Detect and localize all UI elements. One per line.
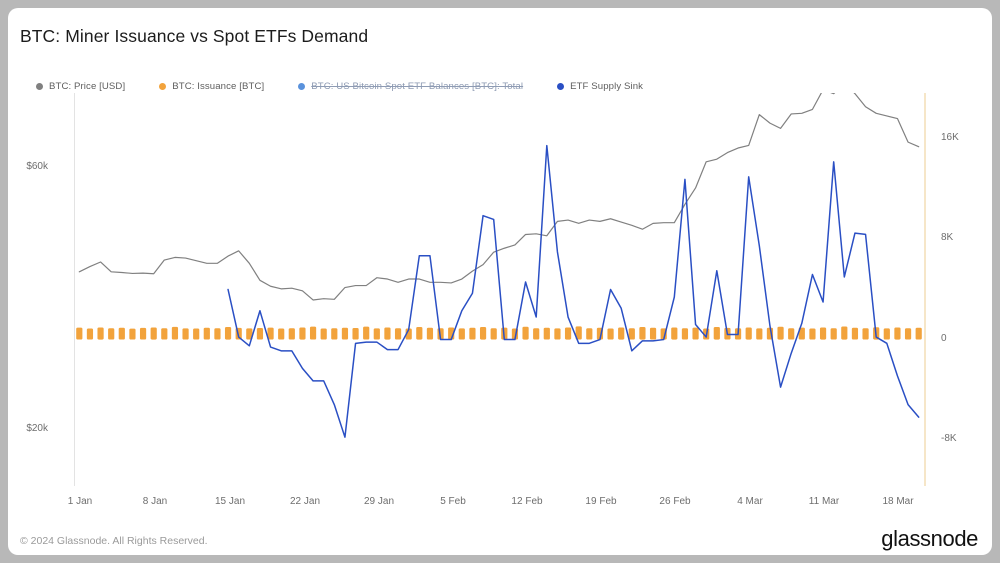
legend-swatch-icon <box>159 82 167 90</box>
legend-item-2[interactable]: BTC: US Bitcoin Spot ETF Balances [BTC]:… <box>298 81 523 92</box>
legend-swatch-icon <box>557 82 565 90</box>
plot-area[interactable] <box>74 93 924 486</box>
legend-label: BTC: Issuance [BTC] <box>172 80 265 92</box>
x-tick-5: 5 Feb <box>440 496 466 507</box>
x-tick-8: 26 Feb <box>659 496 691 507</box>
legend-item-3[interactable]: ETF Supply Sink <box>557 81 643 92</box>
chart-card: BTC: Miner Issuance vs Spot ETFs Demand … <box>8 8 992 555</box>
price-line <box>78 93 920 301</box>
y-axis-left-line <box>74 93 75 486</box>
x-tick-3: 22 Jan <box>289 496 321 507</box>
legend-swatch-icon <box>36 82 43 90</box>
chart-svg <box>76 93 922 438</box>
x-tick-7: 19 Feb <box>585 496 617 507</box>
page-title: BTC: Miner Issuance vs Spot ETFs Demand <box>20 26 369 46</box>
glassnode-logo: glassnode <box>881 526 978 551</box>
legend-label: BTC: US Bitcoin Spot ETF Balances [BTC]:… <box>311 80 524 92</box>
x-tick-9: 4 Mar <box>737 496 763 507</box>
x-tick-10: 11 Mar <box>808 496 840 507</box>
issuance-bars <box>76 326 922 340</box>
copyright-text: © 2024 Glassnode. All Rights Reserved. <box>20 535 208 547</box>
x-tick-11: 18 Mar <box>882 496 914 507</box>
x-tick-1: 8 Jan <box>142 496 168 507</box>
legend-swatch-icon <box>298 82 306 90</box>
etf-supply-sink-line <box>227 144 920 438</box>
y-left-tick-1: $20k <box>26 423 48 435</box>
y-right-tick-1: 8K <box>941 232 954 244</box>
legend-item-1[interactable]: BTC: Issuance [BTC] <box>159 81 264 92</box>
y-axis-right-line <box>924 93 926 486</box>
legend-label: BTC: Price [USD] <box>49 80 126 92</box>
x-tick-6: 12 Feb <box>511 496 543 507</box>
x-tick-4: 29 Jan <box>363 496 395 507</box>
legend-item-0[interactable]: BTC: Price [USD] <box>36 81 125 92</box>
y-right-tick-0: 16K <box>941 132 959 144</box>
x-tick-0: 1 Jan <box>67 496 93 507</box>
legend-label: ETF Supply Sink <box>570 80 644 92</box>
x-tick-2: 15 Jan <box>214 496 246 507</box>
y-right-tick-2: 0 <box>941 332 947 344</box>
chart-legend: BTC: Price [USD] BTC: Issuance [BTC] BTC: … <box>36 77 677 95</box>
y-left-tick-0: $60k <box>26 161 48 173</box>
y-right-tick-3: -8K <box>941 432 957 444</box>
